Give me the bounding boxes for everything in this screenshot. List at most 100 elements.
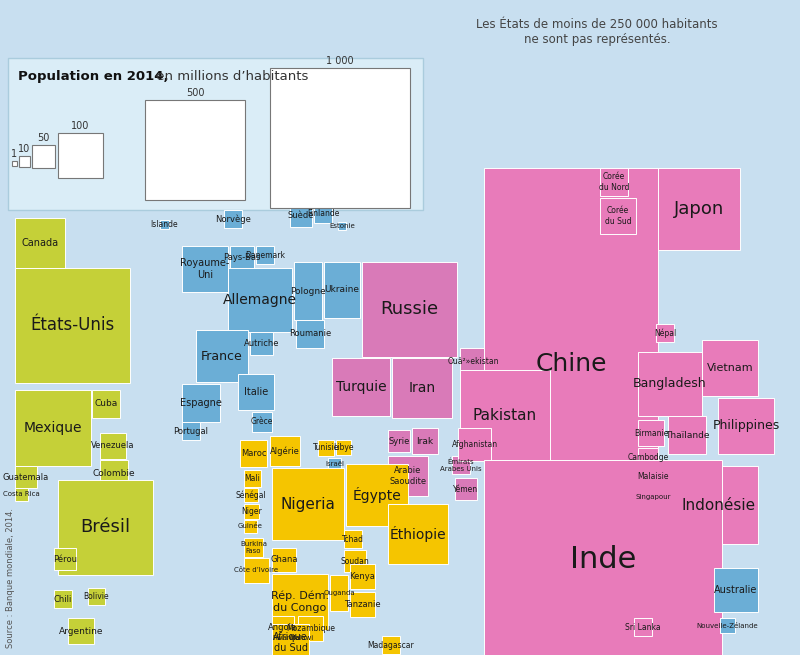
Bar [240, 440, 267, 467]
Text: Costa Rica: Costa Rica [3, 491, 40, 498]
Text: Mexique: Mexique [24, 421, 82, 435]
Text: Les États de moins de 250 000 habitants
ne sont pas représentés.: Les États de moins de 250 000 habitants … [476, 18, 718, 46]
Bar [460, 370, 550, 460]
Text: Israël: Israël [325, 462, 344, 468]
Bar [100, 433, 126, 459]
Bar [668, 416, 706, 454]
Bar [88, 588, 105, 605]
Text: Cuba: Cuba [94, 400, 118, 409]
Bar [244, 504, 259, 519]
Text: Angola: Angola [269, 622, 298, 631]
Text: Madagascar: Madagascar [368, 641, 414, 650]
Text: Inde: Inde [570, 546, 636, 574]
Bar [634, 618, 652, 636]
Bar [294, 262, 322, 320]
Bar [460, 348, 486, 374]
Bar [244, 538, 263, 557]
Text: Niger: Niger [241, 507, 262, 516]
Text: Ukraine: Ukraine [325, 286, 359, 295]
Bar [270, 436, 300, 466]
Bar [362, 262, 457, 357]
Text: Mali: Mali [245, 474, 261, 483]
Text: Irak: Irak [417, 436, 434, 445]
Text: Allemagne: Allemagne [223, 293, 297, 307]
Text: Argentine: Argentine [58, 626, 103, 635]
Bar [638, 448, 658, 468]
Bar [388, 456, 428, 496]
Text: Ouganda: Ouganda [323, 590, 355, 596]
Bar [328, 458, 341, 471]
Text: Guatemala: Guatemala [3, 472, 49, 481]
Bar [336, 440, 351, 455]
Text: 1 000: 1 000 [326, 56, 354, 66]
Text: Chine: Chine [535, 352, 606, 376]
Bar [182, 422, 200, 440]
Bar [702, 340, 758, 396]
Text: Portugal: Portugal [174, 426, 209, 436]
Bar [92, 390, 120, 418]
Text: Danemark: Danemark [245, 250, 285, 259]
Bar [272, 548, 296, 572]
Text: 50: 50 [38, 133, 50, 143]
Text: Tunisie: Tunisie [313, 443, 339, 453]
Text: Malawi: Malawi [290, 635, 314, 641]
Text: Rép. Dém.
du Congo: Rép. Dém. du Congo [271, 591, 329, 613]
Text: 10: 10 [18, 144, 30, 154]
Bar [8, 58, 423, 210]
Text: Nigeria: Nigeria [281, 496, 335, 512]
Text: Population en 2014,: Population en 2014, [18, 70, 169, 83]
Bar [648, 492, 658, 502]
Bar [19, 156, 30, 167]
Bar [272, 574, 328, 630]
Text: Éthiopie: Éthiopie [390, 526, 446, 542]
Bar [250, 332, 273, 355]
Bar [68, 618, 94, 644]
Bar [658, 168, 740, 250]
Text: Pologne: Pologne [290, 286, 326, 295]
Bar [280, 632, 292, 644]
Bar [244, 488, 258, 502]
Text: Thaïlande: Thaïlande [665, 430, 710, 440]
Bar [484, 168, 658, 560]
Text: 1: 1 [11, 149, 18, 159]
Bar [718, 398, 774, 454]
Text: Grèce: Grèce [251, 417, 273, 426]
Text: Estonie: Estonie [329, 223, 355, 229]
Text: Algérie: Algérie [270, 446, 300, 456]
Text: Maroc: Maroc [241, 449, 266, 458]
Bar [714, 568, 758, 612]
Bar [720, 618, 735, 633]
Bar [298, 616, 323, 641]
Bar [388, 430, 410, 452]
Bar [318, 440, 334, 456]
Text: Pays-Bas: Pays-Bas [223, 253, 261, 263]
Text: Syrie: Syrie [388, 436, 410, 445]
Text: Espagne: Espagne [180, 398, 222, 408]
Text: Vietnam: Vietnam [706, 363, 754, 373]
Bar [244, 470, 261, 487]
Text: Canada: Canada [22, 238, 58, 248]
Bar [228, 268, 292, 332]
Bar [680, 466, 758, 544]
Text: Pérou: Pérou [53, 555, 77, 563]
Bar [600, 198, 636, 234]
Bar [332, 358, 390, 416]
Bar [32, 145, 55, 168]
Bar [15, 218, 65, 268]
Text: 500: 500 [186, 88, 204, 98]
Bar [270, 68, 410, 208]
Bar [638, 352, 702, 416]
Bar [338, 222, 346, 230]
Bar [638, 420, 664, 446]
Bar [412, 428, 438, 454]
Text: France: France [201, 350, 243, 362]
Bar [224, 210, 242, 228]
Text: Tchad: Tchad [342, 534, 364, 544]
Text: Suède: Suède [288, 212, 314, 221]
Bar [58, 133, 103, 178]
Text: Sénégal: Sénégal [236, 490, 266, 500]
Bar [324, 262, 360, 318]
Text: Islande: Islande [150, 220, 178, 229]
Text: Birmanie: Birmanie [634, 428, 668, 438]
Bar [656, 324, 674, 342]
